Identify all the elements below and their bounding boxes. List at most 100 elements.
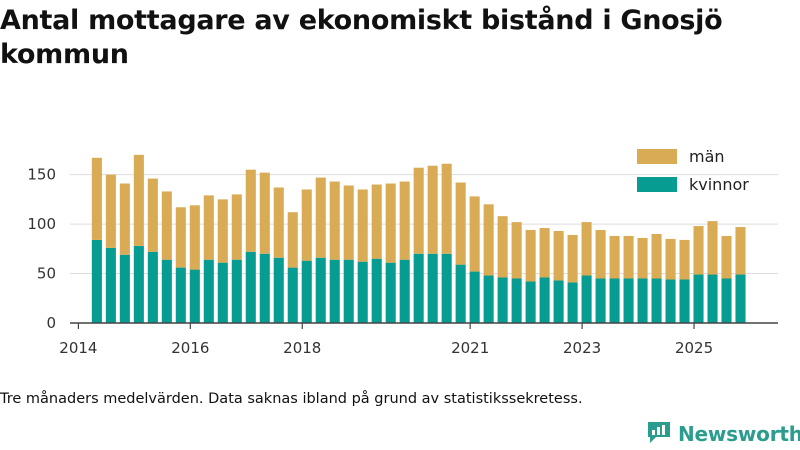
bar-man: [441, 163, 452, 254]
legend-swatch: [637, 149, 677, 164]
bar-kvinnor: [497, 277, 508, 323]
bar-man: [665, 238, 676, 280]
bar-man: [623, 235, 634, 279]
bar-man: [343, 185, 354, 260]
bar-kvinnor: [735, 274, 746, 323]
bar-kvinnor: [721, 278, 732, 323]
bar-man: [609, 235, 620, 279]
bar-man: [133, 154, 144, 246]
brand-name: Newsworthy: [678, 422, 800, 446]
bar-kvinnor: [133, 245, 144, 323]
bar-man: [371, 184, 382, 259]
x-tick-label: 2014: [59, 339, 97, 357]
bar-man: [679, 239, 690, 280]
bar-man: [119, 183, 130, 255]
brand: Newsworthy: [646, 420, 800, 448]
bar-kvinnor: [609, 278, 620, 323]
bar-man: [231, 194, 242, 260]
bar-man: [217, 199, 228, 263]
bar-man: [315, 177, 326, 258]
bar-man: [175, 207, 186, 268]
bar-man: [511, 222, 522, 279]
bar-man: [455, 182, 466, 265]
bar-man: [539, 228, 550, 278]
bar-kvinnor: [357, 261, 368, 323]
bar-kvinnor: [259, 253, 270, 323]
bar-man: [497, 216, 508, 278]
bar-kvinnor: [483, 275, 494, 323]
y-tick-label: 50: [37, 265, 56, 283]
bar-man: [735, 227, 746, 275]
bar-man: [399, 181, 410, 260]
bar-kvinnor: [105, 247, 116, 323]
x-tick-label: 2025: [675, 339, 713, 357]
chart-title: Antal mottagare av ekonomiskt bistånd i …: [0, 5, 723, 70]
bar-kvinnor: [525, 281, 536, 323]
bar-man: [721, 235, 732, 279]
bar-man: [469, 196, 480, 272]
bar-kvinnor: [455, 264, 466, 323]
bar-kvinnor: [511, 278, 522, 323]
bar-kvinnor: [245, 251, 256, 323]
bar-man: [357, 189, 368, 262]
bar-kvinnor: [287, 267, 298, 323]
bar-man: [567, 234, 578, 283]
bar-man: [385, 183, 396, 263]
bar-man: [427, 165, 438, 254]
bar-man: [245, 169, 256, 252]
x-tick-label: 2021: [451, 339, 489, 357]
bar-kvinnor: [329, 259, 340, 323]
bar-kvinnor: [203, 259, 214, 323]
bar-kvinnor: [301, 260, 312, 323]
bar-man: [595, 230, 606, 279]
bar-kvinnor: [189, 269, 200, 323]
bar-kvinnor: [707, 274, 718, 323]
bar-man: [707, 221, 718, 275]
bar-kvinnor: [371, 258, 382, 323]
bar-kvinnor: [693, 274, 704, 323]
bar-man: [105, 174, 116, 248]
bar-kvinnor: [553, 280, 564, 323]
y-tick-label: 100: [27, 215, 56, 233]
bar-man: [147, 178, 158, 252]
bar-man: [553, 231, 564, 281]
bar-kvinnor: [651, 278, 662, 323]
bar-kvinnor: [679, 279, 690, 323]
bar-kvinnor: [343, 259, 354, 323]
bar-kvinnor: [161, 259, 172, 323]
bar-man: [203, 195, 214, 260]
bar-man: [301, 189, 312, 261]
bar-man: [581, 222, 592, 276]
x-tick-label: 2018: [283, 339, 321, 357]
legend-label: män: [689, 147, 725, 166]
bar-man: [413, 167, 424, 254]
bar-man: [637, 237, 648, 279]
bar-kvinnor: [441, 253, 452, 323]
bar-man: [287, 212, 298, 268]
legend-swatch: [637, 177, 677, 192]
bar-kvinnor: [273, 257, 284, 323]
y-tick-label: 0: [46, 314, 56, 332]
x-tick-label: 2023: [563, 339, 601, 357]
bar-man: [483, 204, 494, 276]
bar-kvinnor: [91, 239, 102, 323]
bar-kvinnor: [385, 262, 396, 323]
bar-kvinnor: [665, 279, 676, 323]
footnote: Tre månaders medelvärden. Data saknas ib…: [0, 391, 583, 407]
bar-kvinnor: [539, 277, 550, 323]
bar-kvinnor: [567, 282, 578, 323]
bar-kvinnor: [427, 253, 438, 323]
bar-man: [189, 205, 200, 270]
bar-kvinnor: [231, 259, 242, 323]
bar-man: [259, 172, 270, 254]
bar-kvinnor: [315, 257, 326, 323]
bar-kvinnor: [147, 251, 158, 323]
bar-kvinnor: [413, 253, 424, 323]
y-tick-label: 150: [27, 166, 56, 184]
bar-man: [161, 191, 172, 260]
legend-label: kvinnor: [689, 175, 749, 194]
x-tick-label: 2016: [171, 339, 209, 357]
bar-kvinnor: [623, 278, 634, 323]
bar-kvinnor: [637, 278, 648, 323]
